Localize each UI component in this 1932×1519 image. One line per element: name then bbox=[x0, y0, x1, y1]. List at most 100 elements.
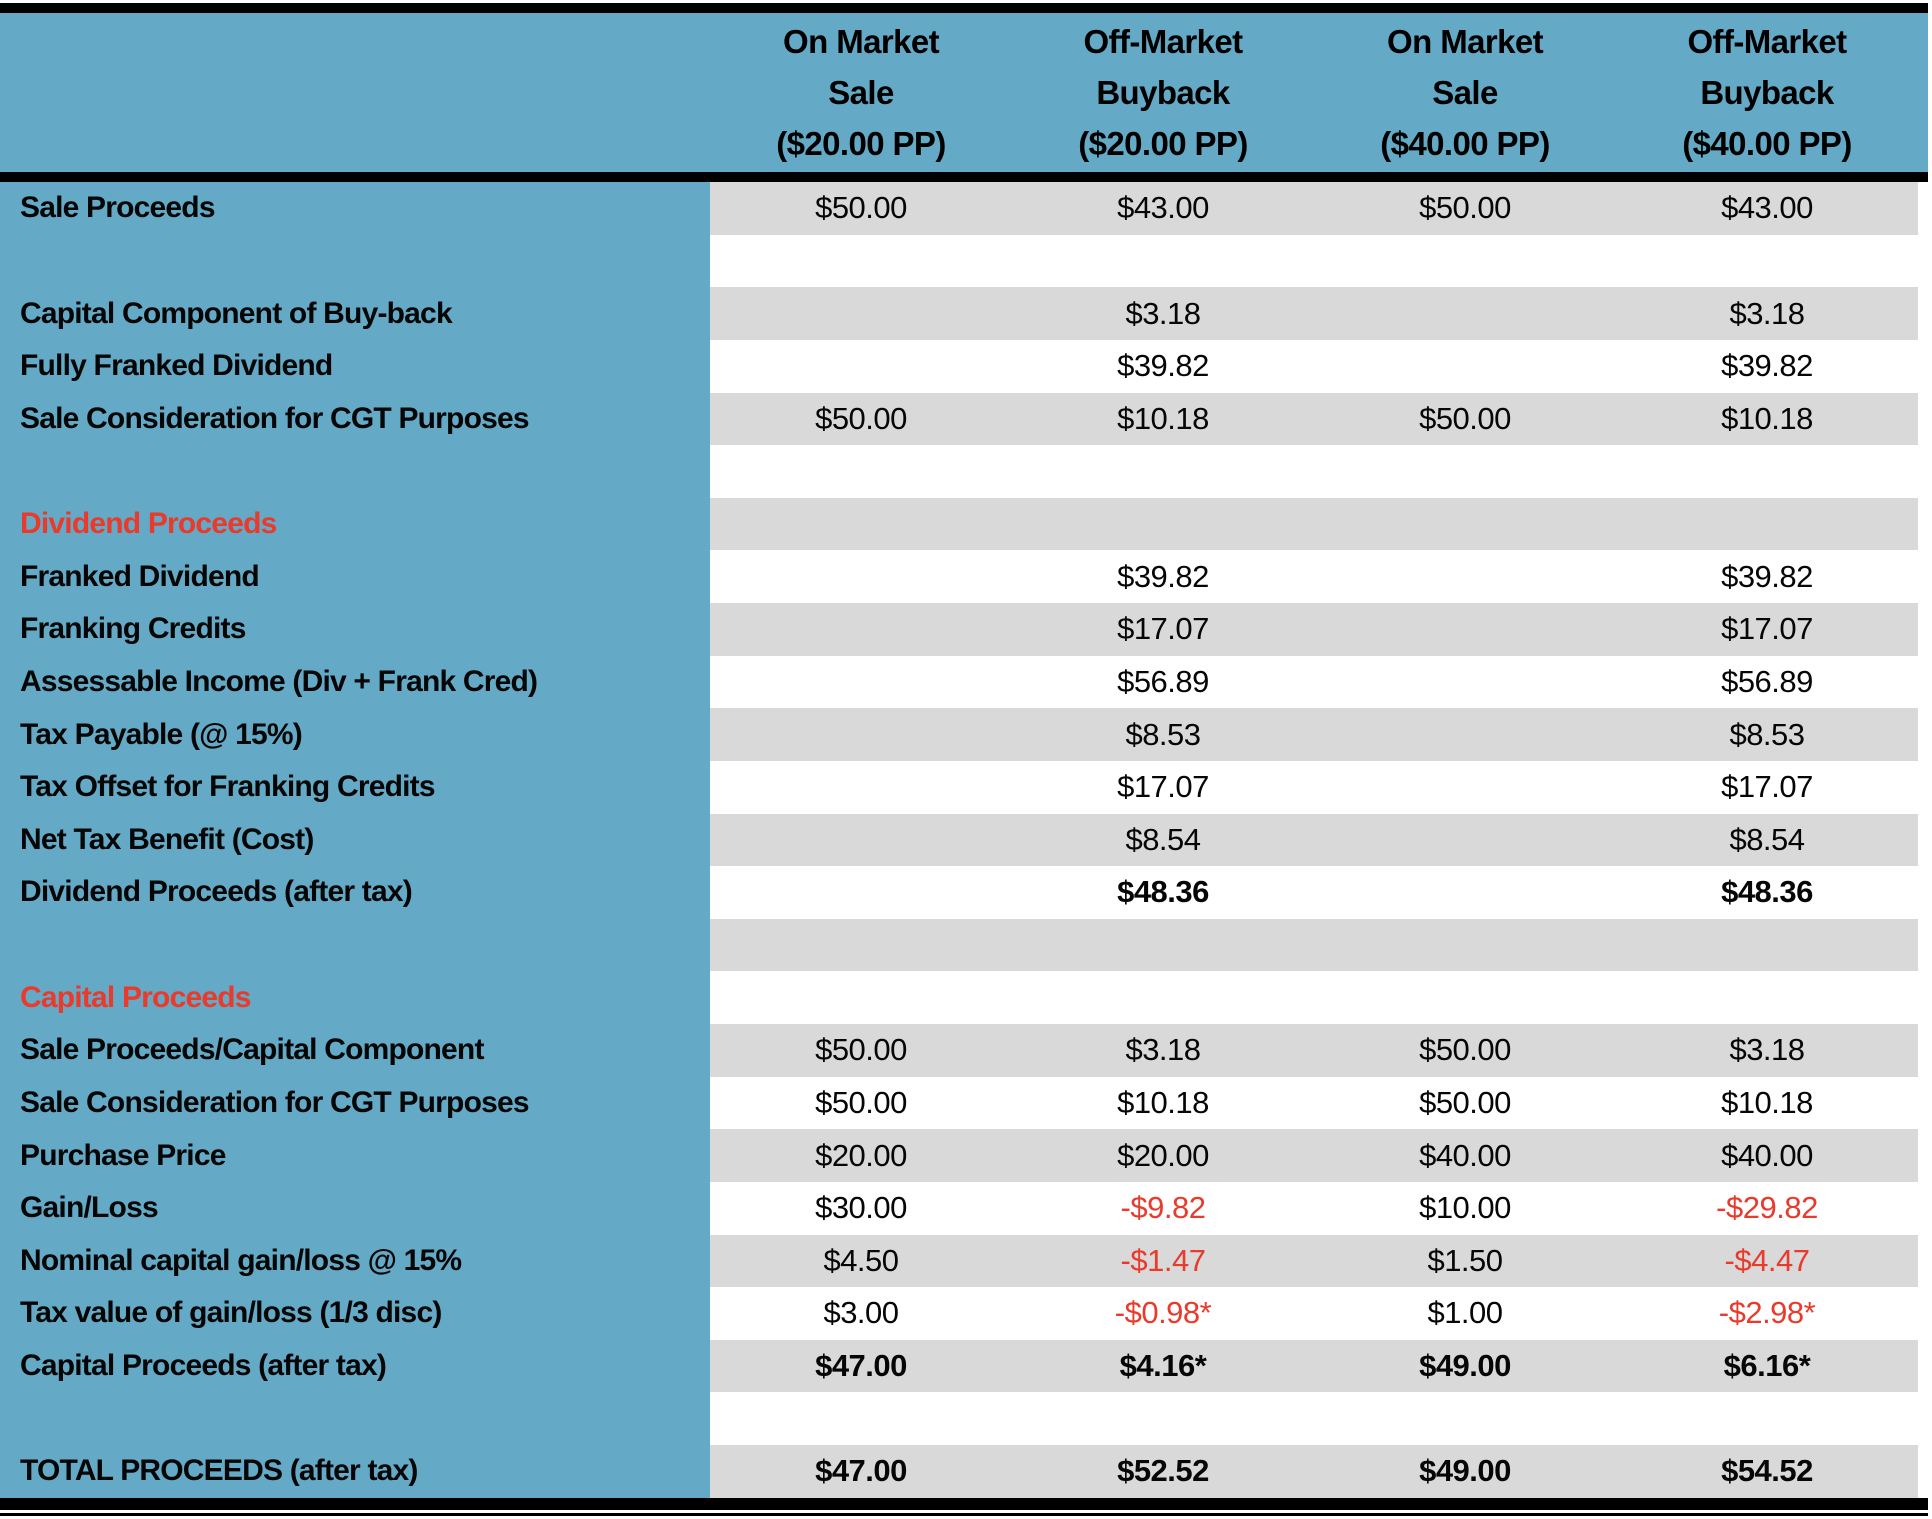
row-label: TOTAL PROCEEDS (after tax) bbox=[0, 1445, 710, 1498]
value-cell: $49.00 bbox=[1419, 1348, 1511, 1384]
header-label-spacer bbox=[0, 13, 710, 172]
value-cell: $4.50 bbox=[823, 1242, 899, 1278]
value-cell bbox=[710, 340, 1012, 393]
value-cell: $40.00 bbox=[1419, 1137, 1511, 1173]
value-cell bbox=[710, 498, 1012, 551]
value-cell: -$9.82 bbox=[1120, 1190, 1206, 1226]
row-value-band: $50.00 $3.18 $50.00 $3.18 bbox=[710, 1024, 1918, 1077]
value-cell bbox=[1314, 550, 1616, 603]
value-cell: -$0.98* bbox=[1114, 1295, 1212, 1331]
table-row: Sale Proceeds/Capital Component $50.00 $3.… bbox=[0, 1024, 1928, 1077]
column-header-line: ($20.00 PP) bbox=[1078, 125, 1248, 162]
row-label bbox=[0, 445, 710, 498]
column-header-off-market-buyback-20: Off-Market Buyback ($20.00 PP) bbox=[1012, 13, 1314, 172]
row-value-band: $3.18 $3.18 bbox=[710, 287, 1918, 340]
value-cell bbox=[1314, 919, 1616, 972]
column-header-line: Off-Market bbox=[1083, 23, 1243, 60]
value-cell: $43.00 bbox=[1721, 190, 1813, 226]
row-label bbox=[0, 1392, 710, 1445]
value-cell: $17.07 bbox=[1721, 611, 1813, 647]
value-cell: $3.18 bbox=[1729, 1032, 1805, 1068]
row-label: Purchase Price bbox=[0, 1129, 710, 1182]
column-header-line: ($40.00 PP) bbox=[1380, 125, 1550, 162]
value-cell: $10.18 bbox=[1117, 1084, 1209, 1120]
value-cell: $47.00 bbox=[815, 1348, 907, 1384]
value-cell bbox=[710, 235, 1012, 288]
column-header-line: Buyback bbox=[1096, 74, 1230, 111]
table-row: Dividend Proceeds (after tax) $48.36 $48.3… bbox=[0, 866, 1928, 919]
value-cell: $49.00 bbox=[1419, 1453, 1511, 1489]
table-row: Capital Proceeds (after tax) $47.00 $4.16*… bbox=[0, 1339, 1928, 1393]
value-cell: $50.00 bbox=[1419, 1032, 1511, 1068]
row-label: Net Tax Benefit (Cost) bbox=[0, 813, 710, 867]
value-cell bbox=[1314, 1392, 1616, 1445]
value-cell: $1.50 bbox=[1427, 1242, 1503, 1278]
table-spacer-row bbox=[0, 918, 1928, 972]
column-header-line: ($20.00 PP) bbox=[776, 125, 946, 162]
table-body: Sale Proceeds $50.00 $43.00 $50.00 $43.00 Cap… bbox=[0, 182, 1928, 1498]
row-value-band: $8.53 $8.53 bbox=[710, 708, 1918, 761]
column-header-line: On Market bbox=[783, 23, 940, 60]
value-cell bbox=[1616, 235, 1918, 288]
value-cell: $10.00 bbox=[1419, 1190, 1511, 1226]
value-cell bbox=[1314, 971, 1616, 1024]
row-value-band bbox=[710, 971, 1918, 1024]
value-cell bbox=[710, 866, 1012, 919]
value-cell: $52.52 bbox=[1117, 1453, 1209, 1489]
row-label: Sale Consideration for CGT Purposes bbox=[0, 392, 710, 446]
value-cell: -$4.47 bbox=[1724, 1242, 1810, 1278]
table-row: Dividend Proceeds bbox=[0, 497, 1928, 551]
table-row: Sale Consideration for CGT Purposes $50.0… bbox=[0, 392, 1928, 446]
row-value-band: $8.54 $8.54 bbox=[710, 813, 1918, 867]
value-cell bbox=[1314, 656, 1616, 709]
table-row: Assessable Income (Div + Frank Cred) $56.… bbox=[0, 655, 1928, 709]
column-header-line: Sale bbox=[1432, 74, 1498, 111]
row-label: Tax Offset for Franking Credits bbox=[0, 760, 710, 814]
value-cell: $17.07 bbox=[1117, 611, 1209, 647]
value-cell bbox=[1314, 814, 1616, 867]
value-cell: $20.00 bbox=[1117, 1137, 1209, 1173]
row-value-band: $50.00 $10.18 $50.00 $10.18 bbox=[710, 1076, 1918, 1130]
value-cell: $1.00 bbox=[1427, 1295, 1503, 1331]
value-cell: $39.82 bbox=[1117, 558, 1209, 594]
table-row: Fully Franked Dividend $39.82 $39.82 bbox=[0, 339, 1928, 393]
value-cell: $50.00 bbox=[1419, 1084, 1511, 1120]
row-label: Sale Consideration for CGT Purposes bbox=[0, 1076, 710, 1130]
value-cell bbox=[1012, 445, 1314, 498]
column-header-line: ($40.00 PP) bbox=[1682, 125, 1852, 162]
table-bottom-border-thin bbox=[0, 1512, 1928, 1516]
column-header-line: Sale bbox=[828, 74, 894, 111]
row-label: Dividend Proceeds (after tax) bbox=[0, 866, 710, 919]
value-cell bbox=[1616, 445, 1918, 498]
value-cell: $3.18 bbox=[1125, 1032, 1201, 1068]
value-cell bbox=[710, 919, 1012, 972]
table-spacer-row bbox=[0, 445, 1928, 498]
table-row: TOTAL PROCEEDS (after tax) $47.00 $52.52 $4… bbox=[0, 1445, 1928, 1498]
value-cell: $17.07 bbox=[1721, 769, 1813, 805]
table-bottom-border-gap bbox=[0, 1509, 1928, 1513]
value-cell: $40.00 bbox=[1721, 1137, 1813, 1173]
row-value-band bbox=[710, 918, 1918, 972]
column-header-line: Off-Market bbox=[1687, 23, 1847, 60]
row-value-band: $47.00 $52.52 $49.00 $54.52 bbox=[710, 1445, 1918, 1498]
table-row: Capital Proceeds bbox=[0, 971, 1928, 1024]
value-cell: $10.18 bbox=[1117, 400, 1209, 436]
value-cell: -$29.82 bbox=[1716, 1190, 1818, 1226]
header-separator-border bbox=[0, 172, 1928, 182]
row-value-band: $4.50 -$1.47 $1.50 -$4.47 bbox=[710, 1234, 1918, 1288]
value-cell bbox=[1012, 919, 1314, 972]
table-header-row: On Market Sale ($20.00 PP) Off-Market Bu… bbox=[0, 13, 1928, 172]
row-value-band: $56.89 $56.89 bbox=[710, 655, 1918, 709]
value-cell: -$1.47 bbox=[1120, 1242, 1206, 1278]
value-cell: $50.00 bbox=[815, 1084, 907, 1120]
row-value-band: $48.36 $48.36 bbox=[710, 866, 1918, 919]
column-header-on-market-sale-40: On Market Sale ($40.00 PP) bbox=[1314, 13, 1616, 172]
table-row: Franked Dividend $39.82 $39.82 bbox=[0, 550, 1928, 603]
table-spacer-row bbox=[0, 1392, 1928, 1445]
value-cell bbox=[1616, 971, 1918, 1024]
value-cell: $56.89 bbox=[1721, 663, 1813, 699]
table-row: Franking Credits $17.07 $17.07 bbox=[0, 603, 1928, 656]
value-cell bbox=[710, 971, 1012, 1024]
value-cell: $47.00 bbox=[815, 1453, 907, 1489]
value-cell bbox=[1616, 498, 1918, 551]
